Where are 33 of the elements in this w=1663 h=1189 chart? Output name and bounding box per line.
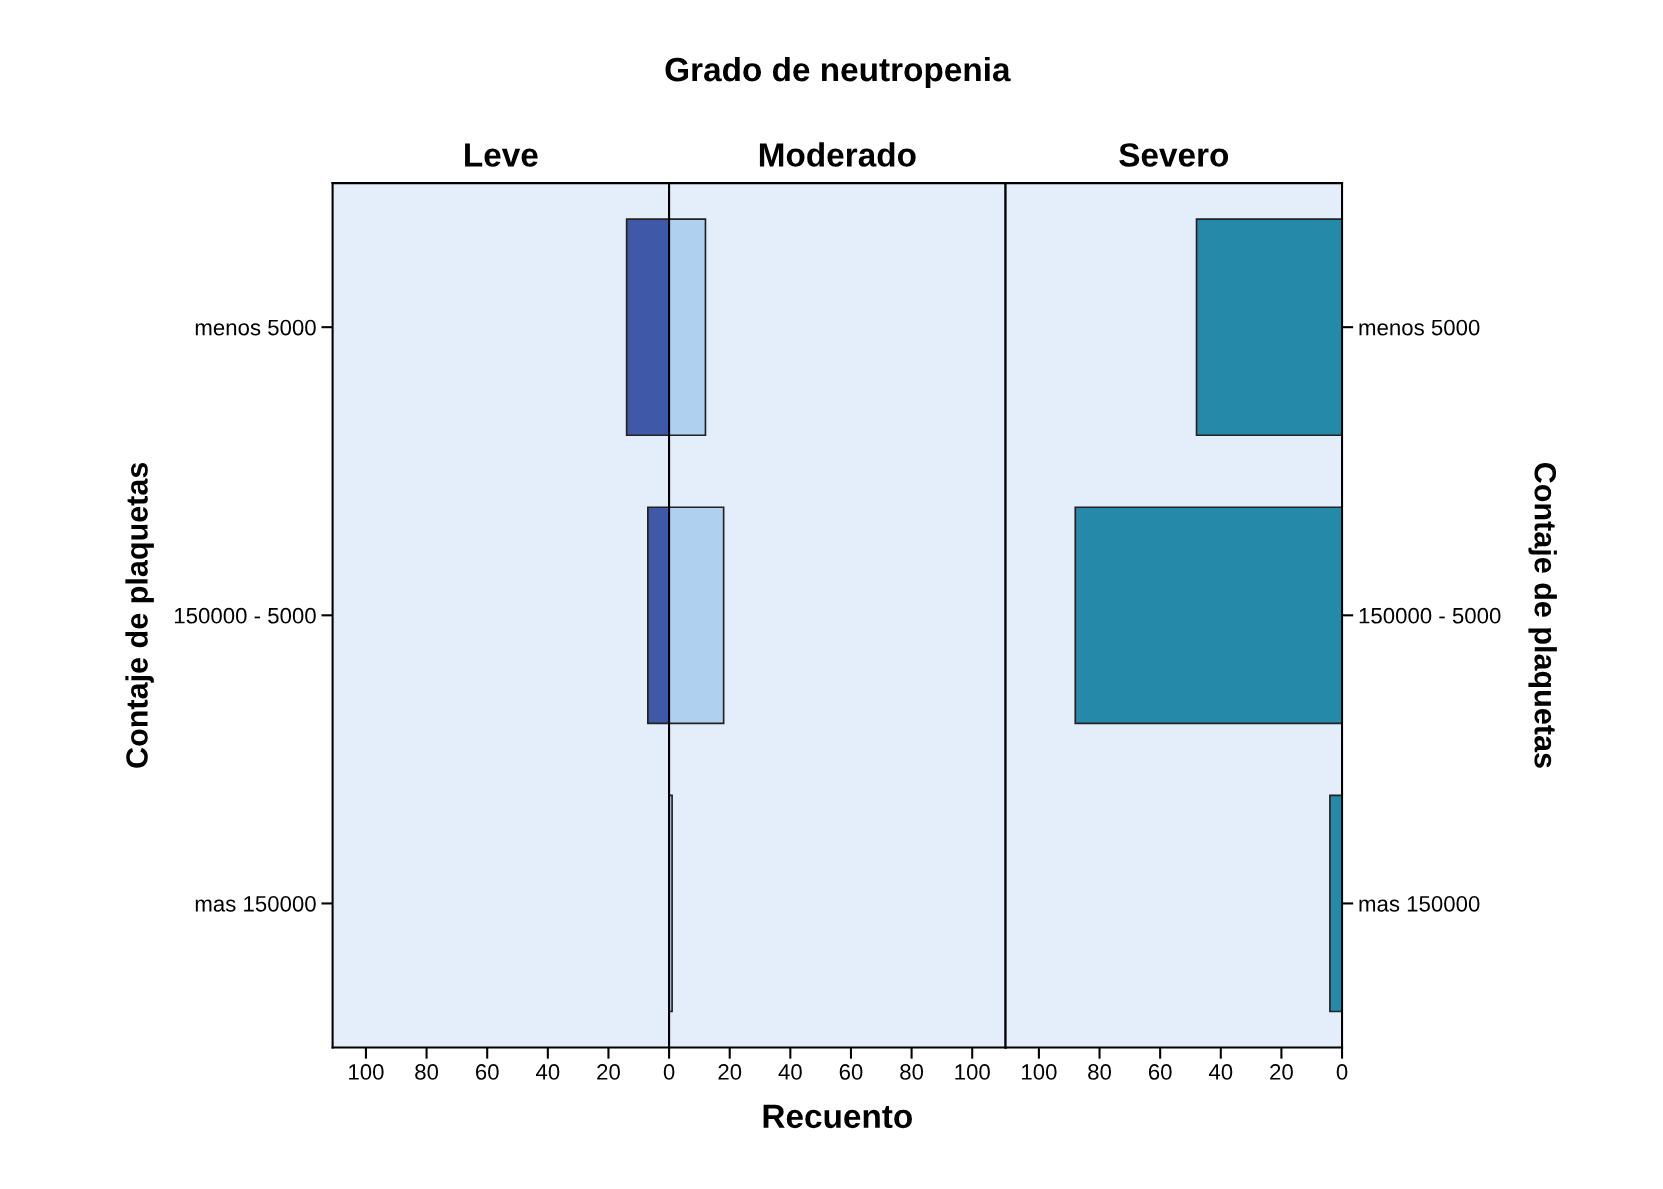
x-tick-label: 100 bbox=[1022, 1064, 1057, 1080]
x-tick-label: 20 bbox=[1270, 1064, 1293, 1080]
bar bbox=[1329, 794, 1343, 1013]
y-tick-label: 150000 - 5000 bbox=[1359, 607, 1501, 624]
y2-axis-title: Contaje de plaquetas bbox=[1528, 462, 1557, 768]
x-tick-label: 40 bbox=[1208, 1064, 1233, 1080]
y-tick-label: 150000 - 5000 bbox=[175, 607, 316, 624]
bar bbox=[1195, 218, 1343, 437]
x-tick-label: 100 bbox=[349, 1064, 384, 1080]
bar bbox=[1074, 506, 1343, 725]
x-tick-label: 60 bbox=[1148, 1064, 1172, 1080]
x-axis-title: Recuento bbox=[763, 1104, 912, 1129]
chart-title: Moderado bbox=[759, 142, 916, 167]
y-tick-label: menos 5000 bbox=[1359, 319, 1480, 336]
x-tick-label: 60 bbox=[839, 1064, 863, 1080]
x-tick-label: 40 bbox=[778, 1064, 802, 1080]
x-tick-label: 20 bbox=[597, 1064, 620, 1080]
x-tick-label: 20 bbox=[718, 1064, 742, 1080]
x-tick-label: 40 bbox=[535, 1064, 560, 1080]
x-tick-label: 80 bbox=[900, 1064, 924, 1080]
x-tick-label: 0 bbox=[1336, 1064, 1348, 1080]
y-axis-title: Contaje de plaquetas bbox=[125, 462, 154, 768]
chart-title: Leve bbox=[465, 143, 538, 167]
x-tick-label: 80 bbox=[415, 1064, 439, 1080]
y-tick-label: mas 150000 bbox=[195, 895, 316, 912]
x-tick-label: 0 bbox=[663, 1064, 675, 1080]
chart-title: Severo bbox=[1119, 143, 1229, 167]
x-tick-label: 60 bbox=[475, 1064, 499, 1080]
text: Grado de neutropenia bbox=[665, 56, 1011, 89]
x-tick-label: 100 bbox=[955, 1064, 990, 1080]
x-tick-label: 80 bbox=[1088, 1064, 1112, 1080]
y-tick-label: mas 150000 bbox=[1359, 895, 1480, 912]
y-tick-label: menos 5000 bbox=[195, 319, 316, 336]
